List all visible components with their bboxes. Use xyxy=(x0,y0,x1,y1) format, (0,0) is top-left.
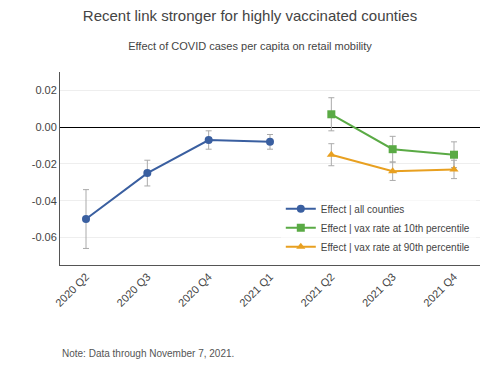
svg-text:0.02: 0.02 xyxy=(35,84,56,96)
svg-text:2021 Q4: 2021 Q4 xyxy=(421,271,459,309)
svg-text:Effect | all counties: Effect | all counties xyxy=(321,204,405,215)
svg-text:2021 Q2: 2021 Q2 xyxy=(298,271,336,309)
svg-text:2020 Q3: 2020 Q3 xyxy=(114,271,152,309)
svg-text:Recent link stronger for highl: Recent link stronger for highly vaccinat… xyxy=(83,7,417,24)
svg-text:Note: Data through November 7,: Note: Data through November 7, 2021. xyxy=(62,348,234,359)
svg-text:-0.02: -0.02 xyxy=(32,158,57,170)
svg-text:2021 Q3: 2021 Q3 xyxy=(360,271,398,309)
svg-text:-0.06: -0.06 xyxy=(32,231,57,243)
svg-text:2021 Q1: 2021 Q1 xyxy=(237,271,275,309)
svg-text:Effect | vax rate at 10th perc: Effect | vax rate at 10th percentile xyxy=(321,223,470,234)
svg-text:Effect of COVID cases per capi: Effect of COVID cases per capita on reta… xyxy=(128,40,372,52)
svg-text:-0.04: -0.04 xyxy=(32,195,57,207)
svg-text:2020 Q4: 2020 Q4 xyxy=(176,271,214,309)
svg-text:2020 Q2: 2020 Q2 xyxy=(53,271,91,309)
svg-text:Effect | vax rate at 90th perc: Effect | vax rate at 90th percentile xyxy=(321,242,470,253)
svg-text:0.00: 0.00 xyxy=(35,121,56,133)
